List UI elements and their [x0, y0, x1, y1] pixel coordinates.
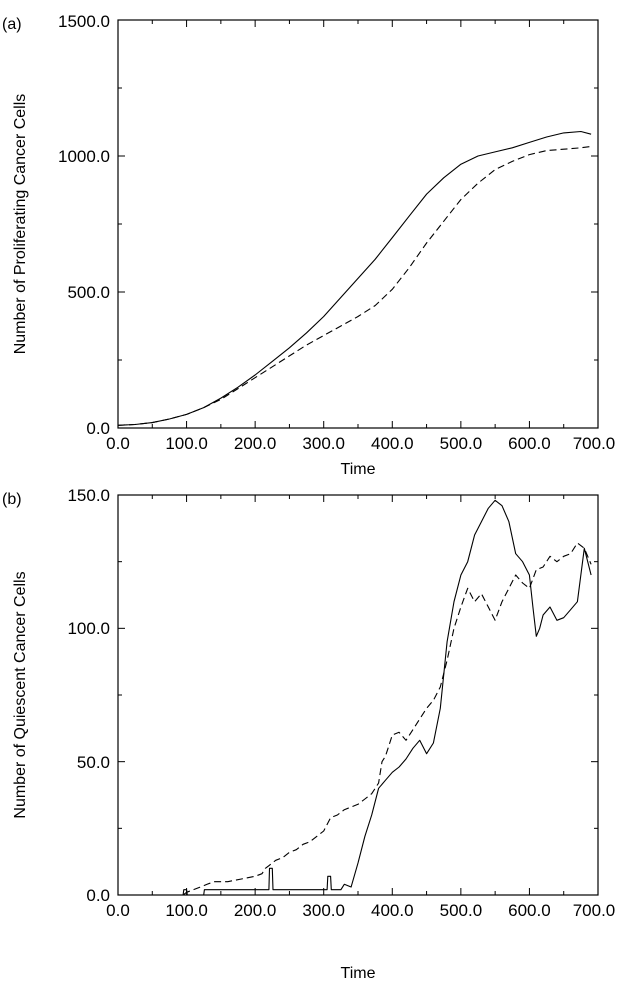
- panel-b-series: [118, 499, 592, 896]
- panel-b-x-ticks: 0.0 100.0 200.0 300.0 400.0 500.0 600.0 …: [106, 901, 615, 920]
- panel-a-x-ticks: 0.0 100.0 200.0 300.0 400.0 500.0 600.0 …: [106, 434, 615, 453]
- panel-b-x-tick-label: 200.0: [234, 901, 277, 920]
- panel-b-x-tick-label: 0.0: [106, 901, 130, 920]
- panel-a-y-tick-label: 1000.0: [58, 147, 110, 166]
- panel-b-y-tick-label: 100.0: [67, 619, 110, 638]
- panel-a-y-tick-label: 500.0: [67, 283, 110, 302]
- panel-b-x-tick-label: 300.0: [302, 901, 345, 920]
- panel-a-x-tick-label: 600.0: [508, 434, 551, 453]
- panel-a-x-tick-label: 700.0: [573, 434, 616, 453]
- panel-a-solid-series-line: [117, 130, 592, 426]
- panel-a-y-ticks: 0.0 500.0 1000.0 1500.0: [58, 12, 110, 438]
- panel-b-x-axis-title: Time: [341, 965, 376, 982]
- panel-a-x-tick-label: 200.0: [234, 434, 277, 453]
- panel-b-y-tick-label: 50.0: [77, 753, 110, 772]
- panel-a-x-tick-label: 400.0: [371, 434, 414, 453]
- panel-a-x-axis-title: Time: [341, 461, 376, 478]
- panel-b-x-tick-label: 100.0: [165, 901, 208, 920]
- panel-b-dashed-series-line: [118, 542, 592, 896]
- panel-a-plot-frame: [117, 19, 599, 429]
- panel-b-x-tick-label: 700.0: [573, 901, 616, 920]
- panel-b-plot-frame: [117, 494, 599, 896]
- panel-a-x-tick-label: 500.0: [440, 434, 483, 453]
- panel-a-y-tick-label: 0.0: [86, 419, 110, 438]
- panel-b-x-tick-label: 400.0: [371, 901, 414, 920]
- panel-a: (a) 0.0 100.0 200.0 300.0 400.0 500.0 60…: [2, 12, 615, 478]
- panel-b-solid-series-line: [118, 499, 592, 896]
- panel-b-x-tick-label: 500.0: [440, 901, 483, 920]
- panel-a-y-tick-label: 1500.0: [58, 12, 110, 31]
- panel-a-y-axis-title: Number of Proliferating Cancer Cells: [12, 94, 29, 355]
- panel-b-y-ticks: 0.0 50.0 100.0 150.0: [67, 486, 110, 905]
- panel-a-x-tick-label: 100.0: [165, 434, 208, 453]
- panel-a-x-tick-label: 300.0: [302, 434, 345, 453]
- panel-b-y-axis-title: Number of Quiescent Cancer Cells: [12, 571, 29, 818]
- panel-a-dashed-series-line: [117, 145, 592, 426]
- panel-b-label: (b): [2, 491, 22, 508]
- panel-a-series: [117, 130, 592, 426]
- panel-b-tick-marks: [117, 494, 599, 896]
- panel-b-x-tick-label: 600.0: [508, 901, 551, 920]
- panel-a-tick-marks: [117, 19, 599, 429]
- panel-a-x-tick-label: 0.0: [106, 434, 130, 453]
- panel-b-y-tick-label: 0.0: [86, 886, 110, 905]
- panel-b: (b) 0.0 100.0 200.0 300.0 400.0 500.0 60…: [2, 486, 615, 982]
- panel-a-label: (a): [2, 16, 22, 33]
- panel-b-y-tick-label: 150.0: [67, 486, 110, 505]
